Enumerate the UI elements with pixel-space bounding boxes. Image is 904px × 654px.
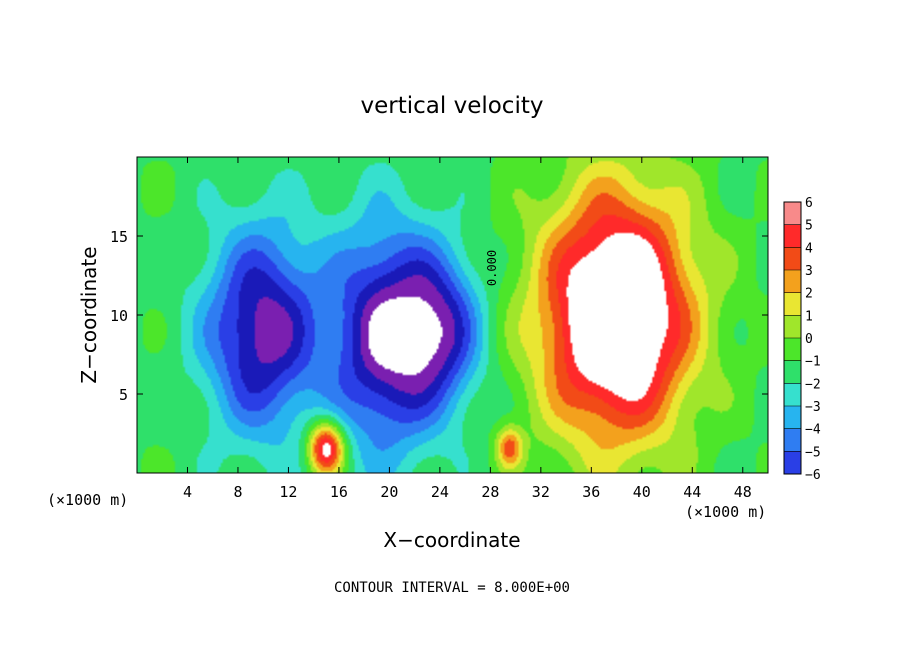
heatmap <box>137 157 768 473</box>
colorbar-tick-label: 1 <box>805 309 813 324</box>
colorbar-band <box>784 428 801 452</box>
colorbar-band <box>784 360 801 384</box>
x-axis-label: X−coordinate <box>383 528 520 552</box>
colorbar-band <box>784 224 801 248</box>
y-tick-label: 15 <box>110 228 128 246</box>
x-tick-label: 12 <box>279 483 297 501</box>
x-tick-label: 28 <box>481 483 499 501</box>
x-tick-label: 36 <box>582 483 600 501</box>
colorbar-band <box>784 315 801 339</box>
colorbar-band <box>784 338 801 362</box>
colorbar-tick-label: −2 <box>805 377 821 392</box>
colorbar-band <box>784 202 801 226</box>
colorbar-tick-label: 5 <box>805 219 813 234</box>
colorbar-tick-label: 6 <box>805 196 813 211</box>
colorbar-tick-label: 3 <box>805 264 813 279</box>
colorbar-band <box>784 270 801 294</box>
chart-title: vertical velocity <box>361 93 544 119</box>
x-unit-label-left: (×1000 m) <box>47 491 128 509</box>
x-axis: 4 8 12 16 20 24 28 32 36 40 44 48 <box>183 157 752 501</box>
x-tick-label: 48 <box>734 483 752 501</box>
colorbar-band <box>784 292 801 316</box>
colorbar-tick-label: 4 <box>805 241 813 256</box>
x-tick-label: 4 <box>183 483 192 501</box>
x-tick-label: 24 <box>431 483 449 501</box>
x-tick-label: 16 <box>330 483 348 501</box>
colorbar-band <box>784 406 801 430</box>
x-unit-label-right: (×1000 m) <box>685 503 766 521</box>
colorbar-band <box>784 451 801 475</box>
y-axis: 5 10 15 <box>110 228 768 404</box>
x-tick-label: 8 <box>233 483 242 501</box>
x-tick-label: 44 <box>683 483 701 501</box>
colorbar-tick-label: 2 <box>805 287 813 302</box>
colorbar-tick-label: −5 <box>805 445 821 460</box>
colorbar-tick-label: −3 <box>805 400 821 415</box>
x-tick-label: 20 <box>380 483 398 501</box>
colorbar-tick-label: −1 <box>805 355 821 370</box>
y-tick-label: 5 <box>119 386 128 404</box>
colorbar-tick-label: −6 <box>805 468 821 483</box>
colorbar-tick-label: −4 <box>805 423 821 438</box>
plot-area: 0.000 <box>136 156 769 474</box>
colorbar: 6 5 4 3 2 1 0 −1 −2 −3 −4 −5 −6 <box>783 196 821 483</box>
colorbar-band <box>784 383 801 407</box>
contour-interval-note: CONTOUR INTERVAL = 8.000E+00 <box>334 580 570 596</box>
x-tick-label: 32 <box>532 483 550 501</box>
contour-label: 0.000 <box>485 250 499 286</box>
colorbar-tick-label: 0 <box>805 332 813 347</box>
x-tick-label: 40 <box>633 483 651 501</box>
colorbar-band <box>784 247 801 271</box>
y-tick-label: 10 <box>110 307 128 325</box>
y-axis-label: Z−coordinate <box>77 246 101 383</box>
